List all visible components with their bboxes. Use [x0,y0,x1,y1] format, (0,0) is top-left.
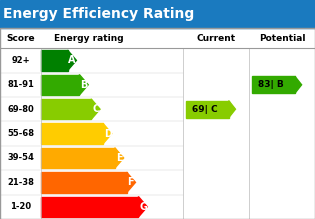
Polygon shape [127,172,135,193]
Text: 21-38: 21-38 [7,178,34,187]
Bar [252,76,295,93]
Text: 69| C: 69| C [192,105,218,114]
Polygon shape [91,99,100,119]
Text: Energy rating: Energy rating [54,34,123,43]
Text: 81-91: 81-91 [7,80,34,89]
Bar [0,0,315,28]
Text: E: E [116,153,122,163]
Text: 83| B: 83| B [258,80,284,89]
Bar [41,123,103,144]
Text: G: G [139,202,147,212]
Text: Energy Efficiency Rating: Energy Efficiency Rating [3,7,194,21]
Polygon shape [103,123,112,144]
Bar [186,101,229,118]
Bar [41,196,138,217]
Text: 92+: 92+ [11,56,30,65]
Bar [41,148,115,168]
Polygon shape [115,148,123,168]
Text: 69-80: 69-80 [7,105,34,114]
Text: 55-68: 55-68 [7,129,34,138]
Polygon shape [295,76,302,93]
Bar [41,50,67,71]
Polygon shape [138,196,147,217]
Polygon shape [229,101,235,118]
Text: A: A [68,55,76,65]
Polygon shape [67,50,77,71]
Text: Current: Current [196,34,235,43]
Text: Potential: Potential [259,34,305,43]
Text: 1-20: 1-20 [10,202,31,211]
Bar [41,172,127,193]
Polygon shape [79,74,88,95]
Bar [0,28,315,219]
Text: Score: Score [6,34,35,43]
Text: C: C [92,104,99,114]
Text: B: B [80,80,88,90]
Bar [41,74,79,95]
Text: 39-54: 39-54 [7,154,34,162]
Bar [41,99,91,119]
Text: F: F [128,177,134,187]
Text: D: D [104,129,112,139]
